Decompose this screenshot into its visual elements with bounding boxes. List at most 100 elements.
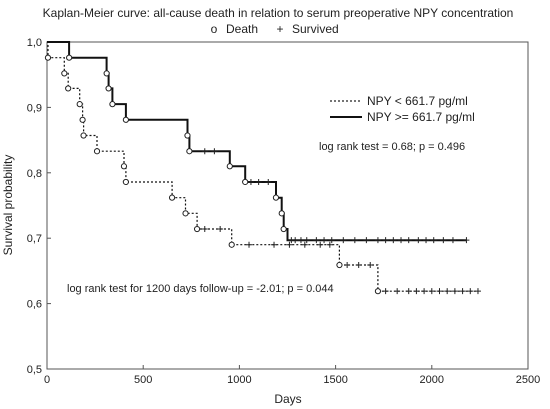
log-rank-annotation: log rank test = 0.68; p = 0.496 <box>319 141 465 153</box>
censored-marker <box>440 237 447 244</box>
censored-marker <box>421 288 428 295</box>
censored-marker <box>428 288 435 295</box>
censored-marker <box>255 178 262 185</box>
censored-marker <box>355 262 362 269</box>
censored-marker <box>415 237 422 244</box>
death-marker <box>374 288 382 295</box>
censored-marker <box>430 237 437 244</box>
censored-marker <box>340 237 347 244</box>
censored-marker <box>451 288 458 295</box>
series-low-npy <box>44 41 481 295</box>
log-rank-1200-annotation: log rank test for 1200 days follow-up = … <box>67 283 334 295</box>
censored-marker <box>459 288 466 295</box>
death-marker <box>66 54 73 61</box>
censored-marker <box>321 237 328 244</box>
censored-marker <box>474 288 481 295</box>
censored-marker <box>246 241 253 248</box>
y-axis-ticks: 0,5 0,6 0,7 0,8 0,9 1,0 <box>27 37 51 376</box>
death-marker <box>182 210 189 217</box>
censored-marker <box>271 241 278 248</box>
death-marker <box>109 101 116 108</box>
legend-label-low-npy: NPY < 661.7 pg/ml <box>367 94 468 108</box>
censored-marker <box>301 241 308 248</box>
survived-marker-symbol: + <box>276 22 283 36</box>
death-marker <box>44 54 52 61</box>
censored-marker <box>211 148 218 155</box>
death-marker <box>80 132 87 139</box>
death-marker <box>61 70 68 77</box>
death-marker <box>120 163 128 170</box>
censored-marker <box>394 288 401 295</box>
death-marker <box>186 148 193 155</box>
censored-marker <box>382 237 389 244</box>
death-marker <box>228 241 235 248</box>
x-tick-label: 0 <box>44 374 50 386</box>
death-marker <box>103 70 110 77</box>
death-marker-symbol: o <box>211 22 218 36</box>
censored-marker <box>286 241 293 248</box>
censored-marker <box>398 237 405 244</box>
censored-marker <box>449 237 456 244</box>
censored-marker <box>463 237 470 244</box>
censored-marker <box>303 237 310 244</box>
survived-marker-label: Survived <box>292 22 339 36</box>
death-marker <box>336 261 343 269</box>
censored-marker <box>317 241 324 248</box>
death-marker <box>122 178 129 186</box>
y-tick-label: 1,0 <box>27 37 42 49</box>
death-marker <box>226 163 233 170</box>
censored-marker <box>423 237 430 244</box>
death-marker <box>76 101 83 108</box>
x-tick-label: 2500 <box>516 374 540 386</box>
y-tick-label: 0,7 <box>27 233 42 245</box>
censored-marker <box>201 226 208 233</box>
censored-marker <box>467 288 474 295</box>
chart-title: Kaplan-Meier curve: all-cause death in r… <box>43 6 514 20</box>
death-marker <box>168 194 176 201</box>
marker-legend: o Death + Survived <box>211 22 339 36</box>
censored-marker <box>201 148 208 155</box>
censored-marker <box>390 237 397 244</box>
death-marker-label: Death <box>226 22 258 36</box>
censored-marker <box>217 226 224 233</box>
censored-marker <box>292 237 299 244</box>
death-marker <box>193 225 201 233</box>
death-marker <box>105 85 112 92</box>
death-marker <box>242 178 249 186</box>
death-marker <box>79 116 86 123</box>
plot-frame <box>46 41 529 370</box>
death-marker <box>65 85 72 92</box>
y-tick-label: 0,6 <box>27 299 42 311</box>
censored-marker <box>405 237 412 244</box>
series-layer <box>44 41 481 295</box>
x-tick-label: 500 <box>134 374 152 386</box>
censored-marker <box>351 237 358 244</box>
censored-marker <box>436 288 443 295</box>
censored-marker <box>374 237 381 244</box>
censored-marker <box>382 288 389 295</box>
censored-marker <box>413 288 420 295</box>
censored-marker <box>297 237 304 244</box>
legend-label-high-npy: NPY >= 661.7 pg/ml <box>367 110 475 124</box>
censored-marker <box>344 262 351 269</box>
censored-marker <box>405 288 412 295</box>
censored-marker <box>328 237 335 244</box>
x-tick-label: 1000 <box>227 374 251 386</box>
censored-marker <box>313 237 320 244</box>
x-axis-label: Days <box>274 392 301 406</box>
y-tick-label: 0,9 <box>27 102 42 114</box>
censored-marker <box>444 288 451 295</box>
death-marker <box>184 132 191 139</box>
x-tick-label: 2000 <box>420 374 444 386</box>
censored-marker <box>265 178 272 185</box>
x-tick-label: 1500 <box>323 374 347 386</box>
death-marker <box>122 116 129 123</box>
censored-marker <box>326 241 333 248</box>
censored-marker <box>247 178 254 185</box>
y-axis-label: Survival probability <box>1 155 15 256</box>
series-high-npy <box>47 41 470 244</box>
death-marker <box>93 148 101 155</box>
x-axis-ticks: 0 500 1000 1500 2000 2500 <box>44 365 540 386</box>
